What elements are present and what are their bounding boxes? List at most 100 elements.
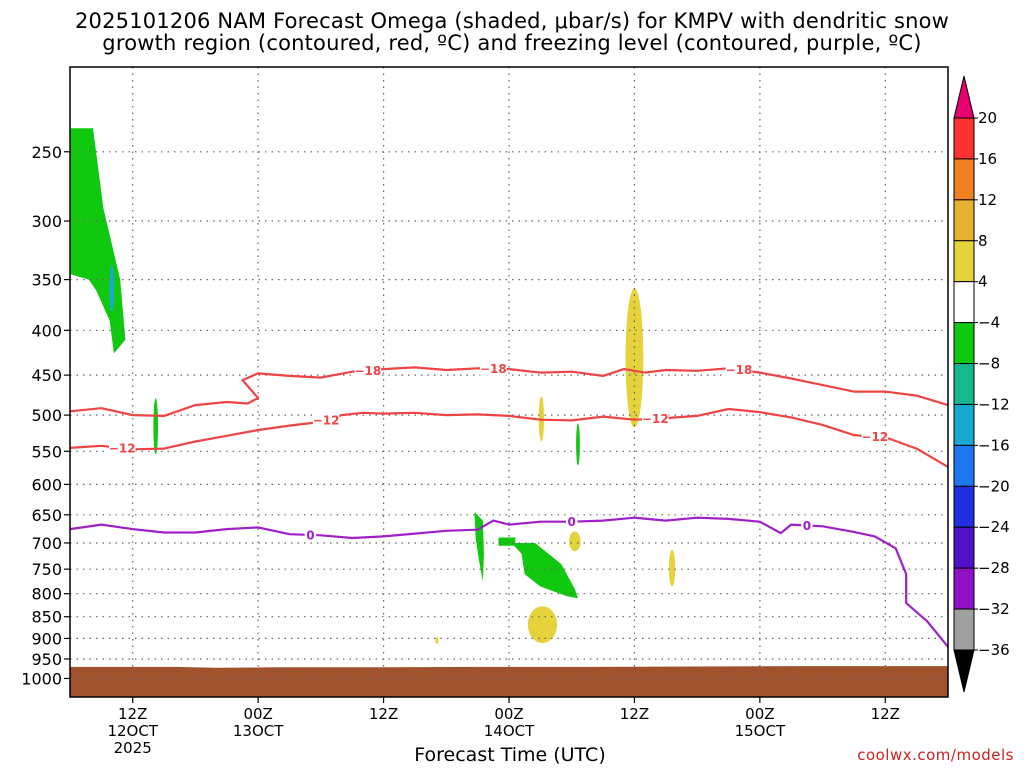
colorbar-segment <box>953 363 975 405</box>
omega-region <box>668 549 676 587</box>
x-tick-label: 12Z <box>369 705 398 723</box>
colorbar-label: −28 <box>978 559 1010 577</box>
omega-region <box>569 531 581 552</box>
contour-lines: −18 −18 −18 −12 −12 −12 −12 0 0 0 <box>69 361 949 648</box>
contour-label-bg <box>861 429 889 444</box>
y-tick-label: 250 <box>31 143 62 162</box>
site-credit[interactable]: coolwx.com/models <box>857 746 1014 764</box>
y-tick-label: 800 <box>31 585 62 604</box>
contour-label: 0 <box>568 515 576 529</box>
x-tick-label: 00Z <box>243 705 272 723</box>
contour-label-bg <box>304 527 317 542</box>
y-tick-label: 650 <box>31 506 62 525</box>
contour-label-bg <box>354 363 382 378</box>
contour--12 <box>69 407 949 468</box>
omega-region <box>576 423 580 466</box>
y-tick-label: 750 <box>31 560 62 579</box>
x-tick-label: 00Z <box>745 705 774 723</box>
colorbar-segment <box>953 158 975 201</box>
y-tick-label: 950 <box>31 650 62 669</box>
chart-title-line-2: growth region (contoured, red, ºC) and f… <box>102 31 922 55</box>
contour-label: −12 <box>109 442 136 456</box>
colorbar-label: −20 <box>978 477 1010 495</box>
y-tick-label: 500 <box>31 406 62 425</box>
contour-label: −18 <box>480 362 507 376</box>
contour-label-bg <box>109 441 136 456</box>
contour-label: −12 <box>313 414 340 428</box>
x-axis-label: Forecast Time (UTC) <box>414 744 606 766</box>
colorbar-segment <box>953 117 975 160</box>
colorbar-over-arrow <box>953 75 975 119</box>
chart-title-line-1: 2025101206 NAM Forecast Omega (shaded, μ… <box>74 9 950 33</box>
x-tick-label: 12Z <box>118 705 147 723</box>
colorbar-segment <box>953 199 975 242</box>
contour-label: −18 <box>726 363 753 377</box>
y-tick-label: 700 <box>31 534 62 553</box>
contour-label: 0 <box>803 519 811 533</box>
y-tick-label: 900 <box>31 629 62 648</box>
colorbar-label: 8 <box>978 232 988 250</box>
contour-label: −12 <box>861 430 888 444</box>
colorbar-segment <box>953 322 975 365</box>
y-tick-label: 300 <box>31 212 62 231</box>
grid-lines <box>70 67 948 697</box>
omega-region <box>109 264 115 312</box>
x-tick-label: 00Z <box>494 705 523 723</box>
terrain-surface <box>70 666 948 697</box>
colorbar-segment <box>953 485 975 528</box>
colorbar-segment <box>953 444 975 487</box>
colorbar-label: −24 <box>978 518 1010 536</box>
contour-label-bg <box>312 413 340 428</box>
colorbar-segment <box>953 567 975 610</box>
x-tick-label: 12Z <box>620 705 649 723</box>
omega-region <box>153 398 159 455</box>
omega-region <box>498 537 578 599</box>
axes: 250 300 350 400 450 500 550 600 650 700 750 800 850 9… <box>21 66 949 757</box>
contour-0 <box>69 516 949 648</box>
contour-label-bg <box>801 518 813 533</box>
colorbar-segment <box>953 526 975 569</box>
x-tick-label: 12Z <box>871 705 900 723</box>
x-tick-label: 15OCT <box>735 722 786 740</box>
colorbar-label: −4 <box>978 314 1000 332</box>
colorbar: 20 16 12 8 4 −4 −8 −12 −16 −20 −24 −28 −32 −36 <box>953 75 1010 693</box>
colorbar-label: 20 <box>978 109 997 127</box>
y-tick-label: 450 <box>31 366 62 385</box>
omega-region <box>474 511 484 582</box>
omega-region <box>527 606 558 644</box>
colorbar-label: −8 <box>978 355 1000 373</box>
colorbar-label: −32 <box>978 600 1010 618</box>
omega-region <box>435 637 439 644</box>
x-tick-label: 14OCT <box>484 722 535 740</box>
x-tick-label: 13OCT <box>233 722 284 740</box>
contour-label: 0 <box>306 528 314 542</box>
y-tick-label: 550 <box>31 442 62 461</box>
omega-region <box>625 288 644 428</box>
colorbar-segment <box>953 403 975 446</box>
colorbar-under-arrow <box>953 649 975 693</box>
y-tick-label: 1000 <box>21 669 62 688</box>
x-tick-label: 12OCT <box>107 722 158 740</box>
y-tick-label: 600 <box>31 475 62 494</box>
omega-shading <box>70 128 676 644</box>
colorbar-label: 16 <box>978 150 997 168</box>
colorbar-label: 4 <box>978 273 988 291</box>
colorbar-label: −36 <box>978 641 1010 659</box>
contour-label-bg <box>725 362 753 377</box>
contour-label: −12 <box>642 412 669 426</box>
contour-label: −18 <box>355 364 382 378</box>
colorbar-label: −12 <box>978 395 1010 413</box>
y-tick-label: 350 <box>31 271 62 290</box>
colorbar-segment <box>953 281 975 324</box>
plot-frame <box>69 66 949 698</box>
colorbar-label: −16 <box>978 436 1010 454</box>
y-tick-label: 400 <box>31 321 62 340</box>
terrain-layer <box>70 666 948 697</box>
y-tick-label: 850 <box>31 608 62 627</box>
contour--18 <box>69 366 949 417</box>
colorbar-label: 12 <box>978 191 997 209</box>
omega-region <box>70 128 126 354</box>
colorbar-segment <box>953 608 975 651</box>
contour-label-bg <box>565 514 578 529</box>
